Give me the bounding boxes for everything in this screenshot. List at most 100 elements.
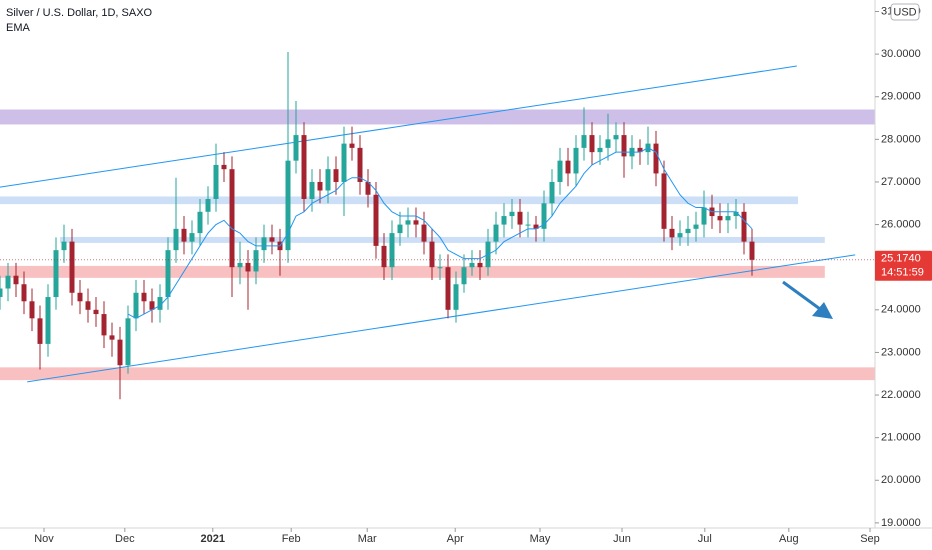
y-tick-label: 21.0000 bbox=[881, 432, 921, 444]
candle-body bbox=[589, 135, 595, 153]
candle-body bbox=[469, 262, 475, 268]
candle-body bbox=[237, 262, 243, 268]
candle-body bbox=[405, 220, 411, 225]
y-tick-label: 27.0000 bbox=[881, 176, 921, 188]
candle-body bbox=[117, 339, 123, 366]
candle-body bbox=[701, 207, 707, 225]
candle-body bbox=[125, 318, 131, 366]
candle-body bbox=[389, 233, 395, 268]
candle-body bbox=[301, 135, 307, 200]
candle-body bbox=[61, 241, 67, 251]
currency-badge bbox=[890, 3, 920, 21]
candle-body bbox=[581, 135, 587, 148]
y-tick-label: 30.0000 bbox=[881, 48, 921, 60]
candle-body bbox=[749, 241, 755, 260]
candle-body bbox=[437, 267, 443, 269]
candle-body bbox=[53, 250, 59, 298]
ema-line bbox=[127, 147, 753, 319]
candle-body bbox=[693, 224, 699, 229]
last-price-label: 25.1740 bbox=[881, 253, 921, 265]
currency-label: USD bbox=[893, 6, 916, 18]
candle-body bbox=[565, 160, 571, 174]
candle-body bbox=[45, 297, 51, 344]
candle-body bbox=[213, 164, 219, 200]
last-price-box bbox=[875, 250, 932, 281]
y-tick-label: 20.0000 bbox=[881, 474, 921, 486]
candle-body bbox=[325, 169, 331, 191]
y-tick-label: 28.0000 bbox=[881, 133, 921, 145]
candle-body bbox=[661, 173, 667, 229]
candle-body bbox=[293, 135, 299, 161]
zone bbox=[0, 265, 825, 278]
candle-body bbox=[85, 301, 91, 310]
y-tick-label: 19.0000 bbox=[881, 517, 921, 529]
candle-body bbox=[5, 275, 11, 289]
candle-body bbox=[621, 135, 627, 157]
arrow-shaft bbox=[782, 280, 821, 311]
candle-body bbox=[493, 224, 499, 242]
arrow-head bbox=[812, 302, 833, 319]
candle-body bbox=[461, 267, 467, 285]
candle-body bbox=[245, 262, 251, 272]
candle-body bbox=[309, 181, 315, 200]
zone bbox=[0, 109, 875, 125]
candle-body bbox=[541, 203, 547, 229]
candle-body bbox=[21, 284, 27, 302]
candle-body bbox=[349, 143, 355, 148]
y-tick-label: 29.0000 bbox=[881, 91, 921, 103]
candle-body bbox=[517, 211, 523, 225]
candle-body bbox=[733, 211, 739, 217]
candle-body bbox=[453, 284, 459, 310]
candle-body bbox=[557, 160, 563, 182]
candle-body bbox=[261, 237, 267, 251]
zone bbox=[60, 236, 825, 243]
trend-line bbox=[0, 65, 797, 188]
candle-body bbox=[37, 318, 43, 344]
trend-line bbox=[27, 254, 856, 383]
x-tick-label: Dec bbox=[115, 533, 135, 545]
candle-body bbox=[549, 181, 555, 204]
candle-body bbox=[525, 224, 531, 226]
candle-body bbox=[653, 143, 659, 174]
countdown: 14:51:59 bbox=[881, 267, 924, 279]
plot-area bbox=[0, 51, 875, 400]
x-tick-label: Sep bbox=[860, 533, 880, 545]
zone bbox=[0, 367, 875, 381]
chart-title: Silver / U.S. Dollar, 1D, SAXO bbox=[6, 7, 153, 19]
candle-body bbox=[741, 211, 747, 242]
candle-body bbox=[341, 143, 347, 182]
candle-body bbox=[685, 228, 691, 234]
candle-body bbox=[285, 160, 291, 251]
x-tick-label: Aug bbox=[779, 533, 799, 545]
candle-body bbox=[365, 181, 371, 195]
candle-body bbox=[637, 147, 643, 153]
x-tick-label: Feb bbox=[282, 533, 301, 545]
candle-body bbox=[93, 309, 99, 315]
candle-body bbox=[477, 262, 483, 268]
x-tick-label: 2021 bbox=[201, 533, 225, 545]
x-tick-label: May bbox=[530, 533, 551, 545]
candle-body bbox=[141, 292, 147, 302]
candle-body bbox=[677, 233, 683, 238]
x-tick-label: Nov bbox=[34, 533, 54, 545]
candle-body bbox=[509, 211, 515, 217]
candle-body bbox=[381, 245, 387, 268]
zone bbox=[0, 196, 798, 205]
candle-body bbox=[269, 237, 275, 242]
x-tick-label: Mar bbox=[358, 533, 377, 545]
arrow bbox=[782, 280, 833, 319]
candle-body bbox=[173, 228, 179, 251]
candle-body bbox=[725, 216, 731, 221]
x-tick-label: Jul bbox=[698, 533, 712, 545]
candle-body bbox=[133, 292, 139, 319]
indicator-label: EMA bbox=[6, 22, 31, 34]
candle-body bbox=[501, 216, 507, 225]
candle-body bbox=[229, 169, 235, 268]
candle-body bbox=[397, 224, 403, 234]
candle-body bbox=[189, 233, 195, 242]
candle-body bbox=[373, 194, 379, 246]
candle-body bbox=[109, 335, 115, 340]
candle-body bbox=[357, 147, 363, 182]
candle-body bbox=[101, 314, 107, 336]
